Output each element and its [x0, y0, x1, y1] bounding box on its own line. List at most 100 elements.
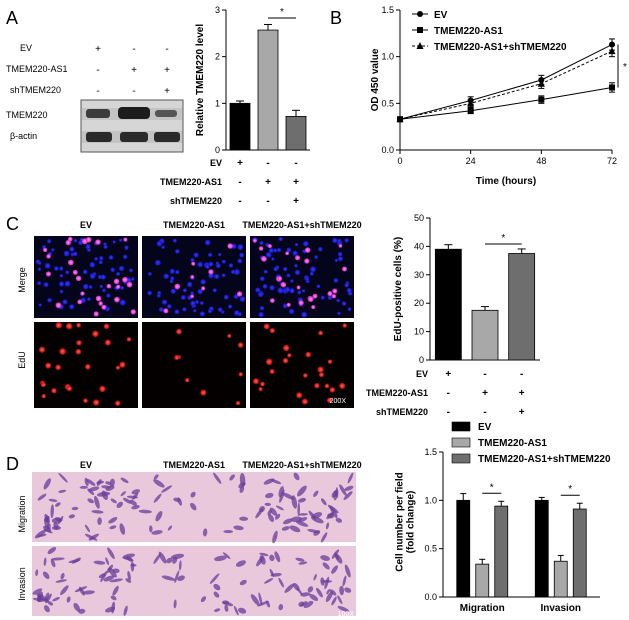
bar — [572, 508, 587, 598]
blot-band-actin — [120, 132, 148, 142]
stained-cell — [153, 493, 162, 503]
cell-nucleus — [221, 259, 226, 264]
stained-cell — [256, 600, 269, 607]
cell-nucleus — [294, 243, 299, 247]
stained-cell — [309, 593, 319, 601]
data-point — [538, 96, 545, 103]
stained-cell — [149, 525, 153, 533]
legend-swatch — [451, 437, 471, 448]
cell-nucleus — [200, 279, 206, 285]
y-tick-label: 20 — [414, 298, 424, 308]
cell-nucleus — [37, 261, 42, 265]
stained-cell — [293, 472, 300, 481]
stained-cell — [109, 478, 115, 487]
cell-nucleus — [158, 307, 164, 312]
cell-nucleus — [309, 271, 314, 276]
cell-nucleus — [87, 297, 91, 301]
legend-swatch — [451, 453, 471, 464]
cell-edu-positive — [201, 286, 206, 291]
edu-col-title-ev: EV — [80, 220, 92, 230]
cell-edu-positive — [326, 397, 333, 403]
cell-edu-positive — [252, 238, 257, 243]
stained-cell — [84, 477, 89, 487]
cell-nucleus — [316, 284, 321, 289]
cell-edu-positive — [119, 361, 126, 368]
cell-edu-positive — [76, 322, 81, 328]
cell-nucleus — [290, 279, 294, 283]
cell-edu-positive — [342, 266, 348, 272]
stained-cell — [105, 481, 112, 485]
cell-edu-positive — [253, 378, 260, 385]
cell-nucleus — [282, 303, 288, 309]
cell-nucleus — [263, 269, 268, 274]
y-tick-label: 1.0 — [424, 495, 437, 505]
cell-edu-positive — [40, 382, 46, 388]
stained-cell — [265, 600, 271, 608]
stained-cell — [275, 505, 284, 511]
cell-edu-positive — [80, 291, 85, 296]
stained-cell — [45, 593, 52, 604]
stained-cell — [274, 551, 281, 563]
cell-nucleus — [297, 290, 302, 295]
cell-nucleus — [88, 285, 93, 289]
series-line — [399, 50, 613, 120]
stained-cell — [293, 583, 300, 591]
cell-nucleus — [341, 301, 347, 306]
cell-nucleus — [258, 291, 264, 298]
stained-cell — [66, 596, 71, 603]
stained-cell — [229, 474, 235, 481]
cell-nucleus — [262, 284, 268, 289]
stained-cell — [270, 479, 282, 485]
cell-edu-positive — [67, 236, 73, 242]
stained-cell — [282, 492, 295, 500]
cell-nucleus — [193, 309, 197, 313]
stained-cell — [298, 561, 308, 565]
cell-edu-positive — [318, 372, 324, 378]
legend-label: TMEM220-AS1 — [434, 26, 503, 37]
cell-edu-positive — [126, 281, 133, 288]
cell-edu-positive — [311, 305, 316, 310]
stained-cell — [344, 485, 354, 491]
blot-sign: + — [164, 86, 170, 97]
stained-cell — [107, 547, 115, 560]
blot-band-tmem220 — [118, 107, 150, 119]
cell-nucleus — [277, 287, 284, 294]
sign-mark: - — [483, 407, 486, 418]
stained-cell — [258, 592, 263, 606]
stained-cell — [86, 478, 96, 486]
stained-cell — [100, 570, 108, 583]
stained-cell — [274, 513, 281, 520]
cell-nucleus — [78, 240, 83, 246]
y-tick-label: 3 — [215, 5, 220, 15]
stained-cell — [325, 522, 330, 530]
cell-edu-positive — [123, 237, 128, 242]
y-tick-label: 0.5 — [424, 544, 437, 554]
stained-cell — [108, 517, 118, 524]
cell-edu-positive — [339, 382, 346, 389]
stained-cell — [339, 484, 347, 496]
cell-nucleus — [314, 255, 319, 259]
stained-cell — [233, 605, 239, 616]
cell-nucleus — [258, 311, 264, 318]
cell-nucleus — [195, 300, 199, 304]
stained-cell — [222, 600, 230, 605]
cell-edu-positive — [45, 271, 52, 277]
stained-cell — [155, 511, 163, 522]
stained-cell — [138, 509, 152, 514]
stained-cell — [223, 530, 234, 534]
cell-edu-positive — [122, 276, 128, 283]
cell-nucleus — [284, 286, 291, 293]
cell-nucleus — [214, 273, 220, 280]
stained-cell — [84, 524, 91, 533]
cell-nucleus — [99, 284, 103, 289]
series-line — [399, 44, 613, 120]
cell-nucleus — [268, 247, 275, 254]
cell-edu-positive — [95, 295, 102, 302]
blot-sign: + — [164, 65, 170, 76]
cell-nucleus — [186, 281, 193, 288]
legend-label: TMEM220-AS1+shTMEM220 — [434, 42, 567, 53]
cell-nucleus — [129, 268, 133, 273]
stained-cell — [214, 555, 227, 562]
cell-nucleus — [255, 287, 261, 293]
cell-nucleus — [73, 238, 78, 243]
